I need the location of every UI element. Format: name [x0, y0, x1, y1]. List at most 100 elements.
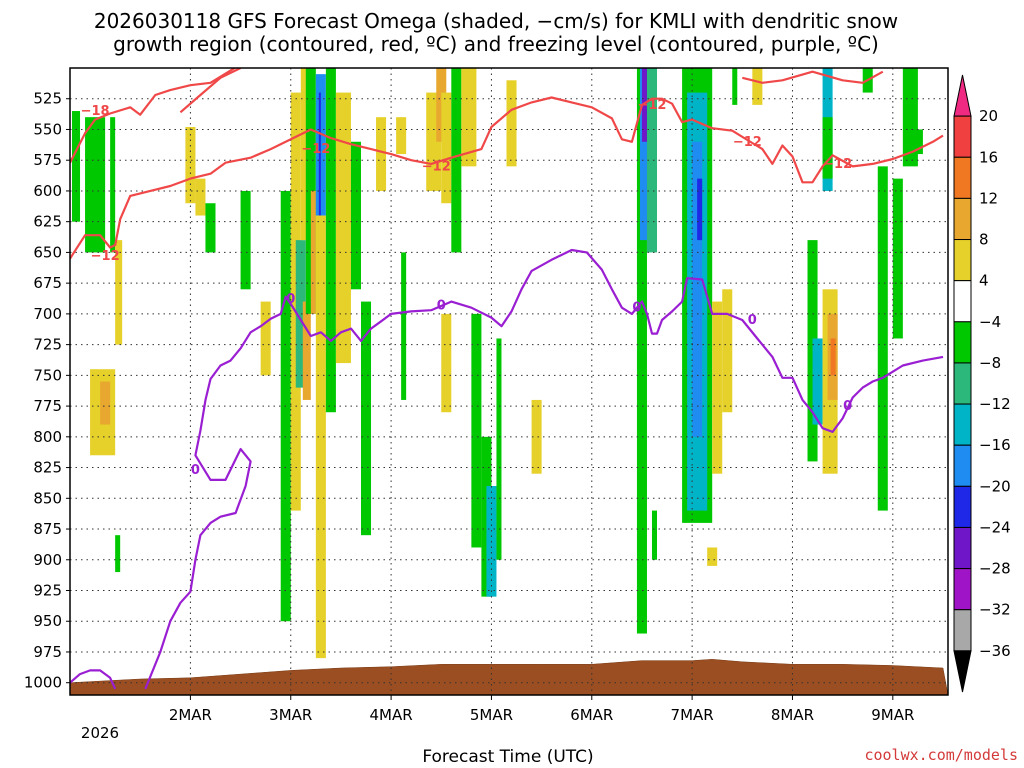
- omega-patch: [697, 178, 703, 241]
- y-tick-label: 925: [33, 582, 62, 600]
- omega-patch: [636, 68, 647, 634]
- y-tick-label: 825: [33, 459, 62, 477]
- omega-patch: [651, 510, 658, 560]
- y-tick-label: 675: [33, 274, 62, 292]
- omega-patch: [812, 338, 823, 425]
- surface-terrain: [70, 659, 948, 695]
- dendritic-contour-line: [70, 68, 237, 164]
- y-tick-label: 650: [33, 243, 62, 261]
- omega-patch: [646, 68, 658, 253]
- omega-patch: [85, 117, 106, 253]
- colorbar-label: 16: [979, 148, 998, 166]
- freezing-level-label: 0: [748, 313, 757, 328]
- colorbar-label: −12: [979, 395, 1011, 413]
- omega-patch: [315, 215, 326, 659]
- freezing-level-line: [70, 669, 117, 690]
- x-axis-label: Forecast Time (UTC): [422, 747, 593, 767]
- y-tick-label: 800: [33, 428, 62, 446]
- colorbar-label: 4: [979, 272, 989, 290]
- colorbar-label: −32: [979, 601, 1011, 619]
- omega-patch: [115, 535, 121, 573]
- colorbar-label: −4: [979, 313, 1001, 331]
- dendritic-contour-line: [179, 68, 242, 114]
- x-tick-label: 7MAR: [671, 706, 714, 724]
- y-tick-label: 875: [33, 520, 62, 538]
- omega-patch: [722, 289, 733, 413]
- freezing-level-label: 0: [286, 292, 295, 307]
- omega-patch: [752, 68, 763, 105]
- x-tick-label: 8MAR: [771, 706, 814, 724]
- plot-frame: [69, 67, 949, 696]
- y-tick-label: 950: [33, 612, 62, 630]
- omega-patch: [205, 203, 216, 253]
- omega-patch: [260, 301, 271, 376]
- y-tick-label: 850: [33, 489, 62, 507]
- y-axis-ticks: 525 550 575 600 625 650 675 700 725 750 775 800 825 8…: [24, 90, 70, 692]
- omega-patch: [100, 381, 111, 425]
- grid-lines: [70, 68, 948, 695]
- y-tick-label: 525: [33, 90, 62, 108]
- dendritic-contour-label: −12: [422, 159, 451, 174]
- y-tick-label: 625: [33, 213, 62, 231]
- omega-patch: [376, 117, 387, 191]
- omega-patch: [436, 68, 447, 142]
- credit-text: coolwx.com/models: [864, 746, 1018, 764]
- omega-patch: [732, 68, 738, 105]
- colorbar-bottom-triangle: [953, 650, 972, 693]
- omega-patch: [912, 129, 923, 155]
- omega-patch: [325, 68, 336, 413]
- omega-patch: [506, 80, 517, 167]
- y-tick-label: 600: [33, 182, 62, 200]
- colorbar-segment: [953, 156, 972, 199]
- colorbar-segment: [953, 609, 972, 652]
- x-axis-year-label: 2026: [81, 724, 119, 742]
- dendritic-contour-label: −12: [91, 249, 120, 264]
- omega-patch: [295, 240, 306, 388]
- colorbar-label: 8: [979, 231, 989, 249]
- omega-patch: [115, 240, 123, 345]
- colorbar-segment: [953, 444, 972, 487]
- omega-patch: [441, 92, 452, 204]
- y-tick-label: 725: [33, 336, 62, 354]
- omega-patch: [877, 166, 888, 511]
- dendritic-contour-label: −12: [301, 142, 330, 157]
- colorbar: 20 16 12 8 4 −4 −8 −12 −16 −20 −24 −28 −32 −36: [953, 74, 1011, 693]
- dendritic-contour-label: −12: [637, 98, 666, 113]
- omega-patch: [185, 127, 196, 204]
- y-tick-label: 575: [33, 151, 62, 169]
- freezing-level-label: 0: [191, 463, 200, 478]
- omega-patch: [822, 117, 833, 179]
- colorbar-label: 20: [979, 107, 998, 125]
- freezing-level-line: [144, 248, 944, 690]
- omega-patch: [240, 190, 251, 290]
- x-tick-label: 9MAR: [871, 706, 914, 724]
- dendritic-contour-label: −12: [823, 157, 852, 172]
- x-axis-ticks: 2MAR 3MAR 4MAR 5MAR 6MAR 7MAR 8MAR 9MAR: [169, 695, 914, 724]
- omega-patch: [441, 313, 452, 413]
- y-tick-label: 1000: [24, 674, 62, 692]
- x-tick-label: 2MAR: [169, 706, 212, 724]
- colorbar-label: −16: [979, 436, 1011, 454]
- colorbar-segment: [953, 280, 972, 323]
- omega-patch: [335, 92, 351, 364]
- colorbar-label: −20: [979, 477, 1011, 495]
- omega-patch: [350, 141, 361, 290]
- omega-patch: [712, 301, 723, 474]
- colorbar-segment: [953, 115, 972, 158]
- omega-patch: [641, 68, 647, 142]
- omega-patch: [195, 178, 206, 216]
- colorbar-segment: [953, 568, 972, 611]
- colorbar-label: −36: [979, 642, 1011, 660]
- colorbar-segment: [953, 239, 972, 282]
- omega-patch: [707, 547, 718, 566]
- omega-patch: [360, 301, 372, 536]
- y-tick-label: 750: [33, 366, 62, 384]
- colorbar-segment: [953, 526, 972, 570]
- omega-patch: [830, 338, 836, 376]
- omega-patch: [531, 399, 542, 474]
- omega-patch: [496, 338, 502, 560]
- dendritic-contour-label: −12: [733, 135, 762, 150]
- omega-patch: [692, 141, 703, 437]
- omega-patch: [72, 111, 81, 222]
